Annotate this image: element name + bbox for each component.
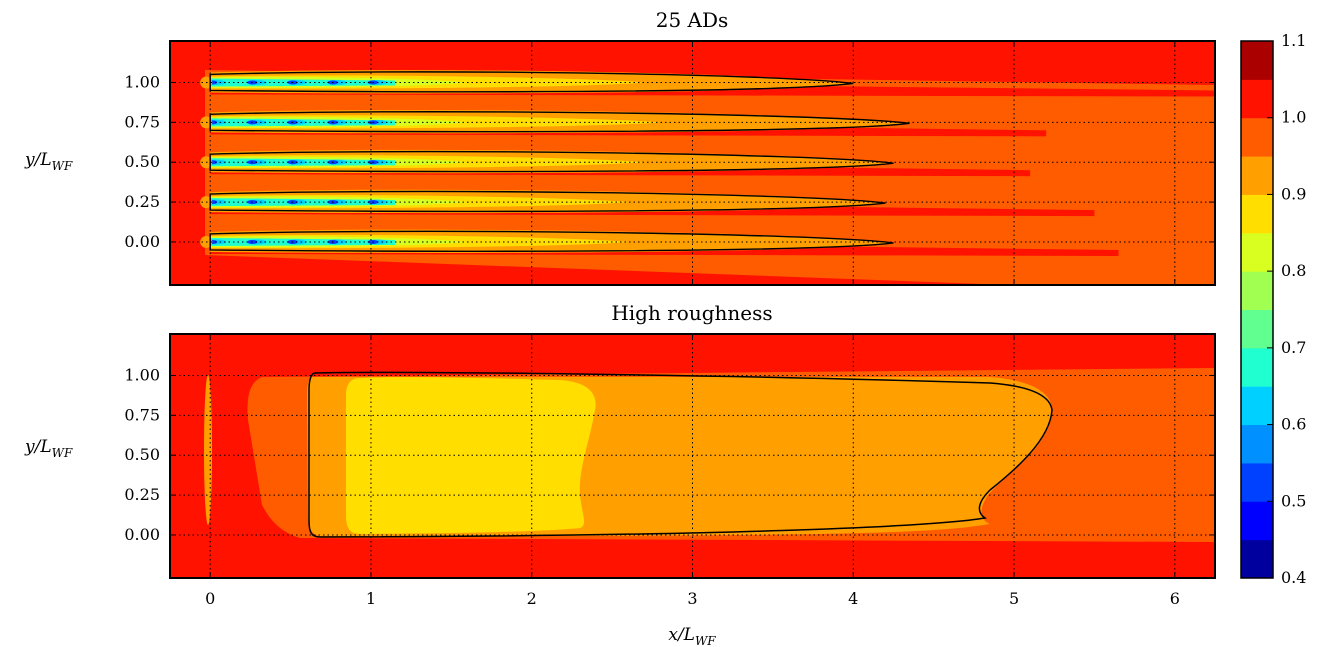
panel-top-ylabel: y/LWF (24, 150, 73, 173)
panel-top-wakes (200, 70, 1215, 256)
colorbar-segment (1241, 347, 1273, 387)
panel-bottom-xlabel: x/LWF (668, 625, 716, 647)
wake-row (200, 109, 1047, 137)
wake-contour (209, 230, 894, 252)
y-tick-label: 1.00 (124, 365, 160, 384)
colorbar: 0.4 0.5 0.6 0.7 0.8 0.9 1.0 1.1 (1240, 31, 1306, 587)
colorbar-segment (1241, 232, 1273, 272)
x-tick-label: 0 (205, 589, 215, 608)
x-tick-label: 1 (366, 589, 376, 608)
panel-bottom-grid (170, 334, 1215, 578)
x-tick-label: 5 (1009, 589, 1019, 608)
colorbar-segment (1241, 79, 1273, 119)
colorbar-segment (1241, 271, 1273, 310)
panel-bottom-ylabel: y/LWF (24, 437, 73, 460)
y-tick-label: 0.50 (124, 152, 160, 171)
wake-contour (209, 111, 910, 133)
wake-contour (209, 150, 894, 173)
colorbar-tick-label: 1.1 (1281, 31, 1306, 50)
colorbar-segment (1241, 539, 1273, 579)
colorbar-segment (1241, 41, 1273, 80)
y-tick-label: 1.00 (124, 72, 160, 91)
y-tick-label: 0.50 (124, 445, 160, 464)
colorbar-segment (1241, 424, 1273, 464)
colorbar-segment (1241, 386, 1273, 426)
colorbar-tick-label: 0.9 (1281, 184, 1306, 203)
colorbar-tick-label: 0.8 (1281, 261, 1306, 280)
panel-bottom-x-ticks: 0 1 2 3 4 5 6 (205, 589, 1180, 608)
colorbar-segment (1241, 194, 1273, 234)
colorbar-tick-label: 0.5 (1281, 491, 1306, 510)
colorbar-segment (1241, 117, 1273, 157)
panel-top-title: 25 ADs (656, 8, 729, 32)
x-tick-label: 2 (527, 589, 537, 608)
contour-0-95 (308, 371, 1053, 538)
panel-bottom-y-ticks: 0.00 0.25 0.50 0.75 1.00 (124, 365, 160, 543)
panel-bottom: High roughness 0.00 0.25 0.50 0.75 1.00 0 1 2 3… (24, 301, 1216, 647)
x-tick-label: 6 (1170, 589, 1180, 608)
y-tick-label: 0.25 (124, 192, 160, 211)
y-tick-label: 0.25 (124, 485, 160, 504)
colorbar-tick-label: 0.6 (1281, 415, 1306, 434)
colorbar-frame (1240, 40, 1274, 579)
colorbar-segment (1241, 462, 1273, 502)
panel-top: 25 ADs 0.00 0.25 0.50 0.75 1.00 y/LWF (24, 8, 1216, 286)
x-tick-label: 3 (687, 589, 697, 608)
panel-top-grid (170, 41, 1215, 285)
y-tick-label: 0.00 (124, 232, 160, 251)
y-tick-label: 0.75 (124, 405, 160, 424)
region-turbine-front (204, 375, 212, 525)
colorbar-tick-label: 1.0 (1281, 108, 1306, 127)
x-tick-label: 4 (848, 589, 858, 608)
panel-top-y-ticks: 0.00 0.25 0.50 0.75 1.00 (124, 72, 160, 250)
y-tick-label: 0.75 (124, 112, 160, 131)
wake-contour (209, 190, 886, 213)
wake-row (200, 189, 1095, 217)
panel-bottom-title: High roughness (611, 301, 772, 325)
colorbar-tick-label: 0.4 (1281, 568, 1306, 587)
colorbar-segment (1241, 309, 1273, 349)
wake-row (200, 149, 1031, 177)
wake-row (200, 229, 1119, 256)
colorbar-segment (1241, 501, 1273, 541)
wake-contour (209, 71, 854, 93)
y-tick-label: 0.00 (124, 525, 160, 544)
colorbar-tick-label: 0.7 (1281, 338, 1306, 357)
colorbar-segment (1241, 156, 1273, 195)
region-level-0-85 (346, 377, 596, 534)
